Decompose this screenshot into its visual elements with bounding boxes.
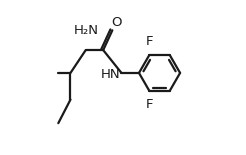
Text: F: F [145,98,153,111]
Text: HN: HN [101,68,121,81]
Text: F: F [145,35,153,48]
Text: O: O [112,16,122,29]
Text: H₂N: H₂N [74,24,99,37]
